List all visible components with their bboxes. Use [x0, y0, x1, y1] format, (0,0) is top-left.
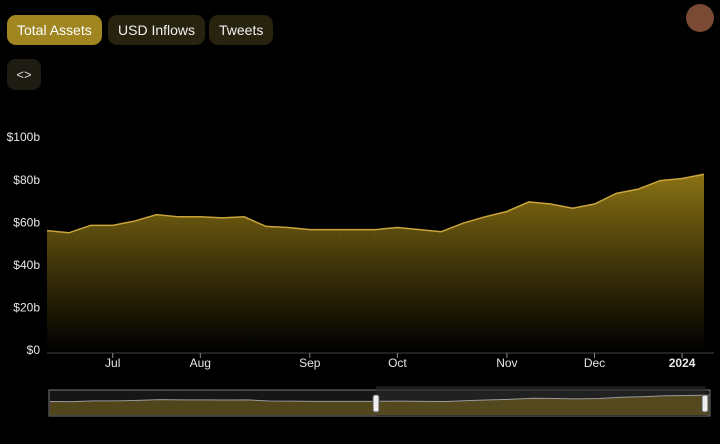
tab[interactable]: Tweets	[209, 15, 274, 45]
y-tick-label: $80b	[13, 173, 40, 187]
watermark: DefiLlama	[339, 230, 406, 246]
navigator-handle[interactable]	[701, 394, 709, 413]
area-line	[46, 173, 705, 234]
x-tick-label: Sep	[299, 356, 321, 370]
tab[interactable]: Total Assets	[7, 15, 102, 45]
navigator[interactable]	[48, 389, 711, 417]
navigator-area	[50, 395, 709, 415]
avatar-icon	[686, 4, 714, 32]
x-tick-label: Nov	[496, 356, 517, 370]
y-tick-label: $0	[27, 343, 41, 357]
y-tick-label: $40b	[13, 258, 40, 272]
y-tick-label: $20b	[13, 301, 40, 315]
x-tick-label: Dec	[584, 356, 605, 370]
embed-button[interactable]: <>	[7, 59, 41, 90]
x-tick-label: Aug	[190, 356, 211, 370]
x-tick-label: Jul	[105, 356, 120, 370]
tab[interactable]: USD Inflows	[108, 15, 206, 45]
area-fill	[47, 174, 704, 351]
y-tick-label: $60b	[13, 215, 40, 229]
x-tick-label: 2024	[669, 356, 696, 370]
y-tick-label: $100b	[7, 130, 41, 144]
navigator-handle[interactable]	[372, 394, 380, 413]
navigator-line	[49, 394, 710, 403]
navigator-selection[interactable]	[376, 386, 706, 416]
x-tick-label: Oct	[388, 356, 407, 370]
